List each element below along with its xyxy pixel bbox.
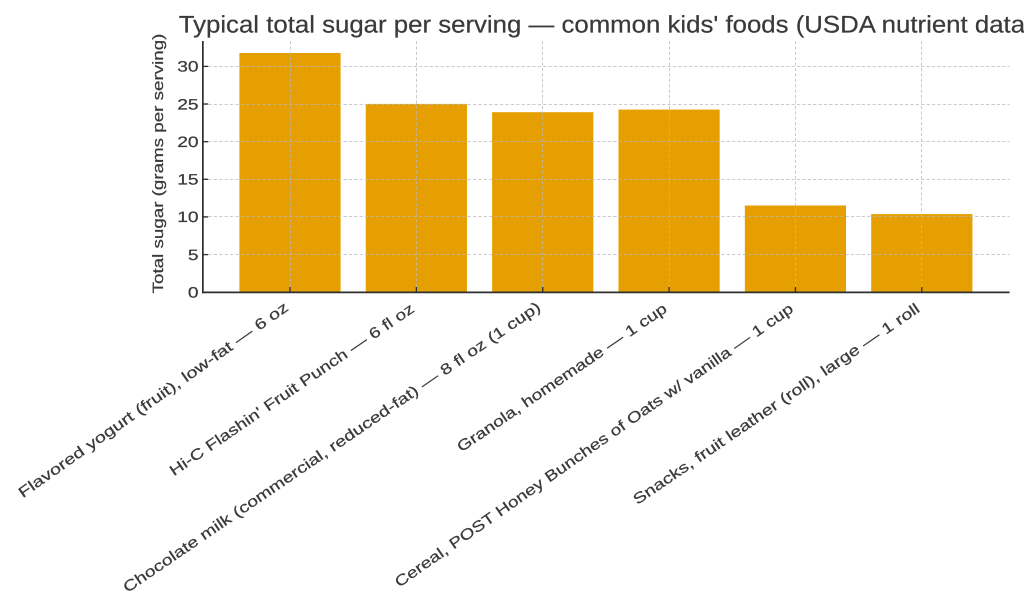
svg-text:10: 10 bbox=[177, 209, 198, 226]
svg-text:25: 25 bbox=[177, 96, 198, 113]
svg-text:5: 5 bbox=[188, 247, 199, 264]
svg-text:15: 15 bbox=[177, 172, 198, 189]
svg-text:30: 30 bbox=[177, 59, 198, 76]
svg-text:0: 0 bbox=[188, 285, 199, 302]
svg-text:Typical total sugar per servin: Typical total sugar per serving — common… bbox=[179, 12, 1024, 39]
svg-text:20: 20 bbox=[177, 134, 198, 151]
svg-text:Total sugar (grams per serving: Total sugar (grams per serving) bbox=[150, 34, 167, 294]
